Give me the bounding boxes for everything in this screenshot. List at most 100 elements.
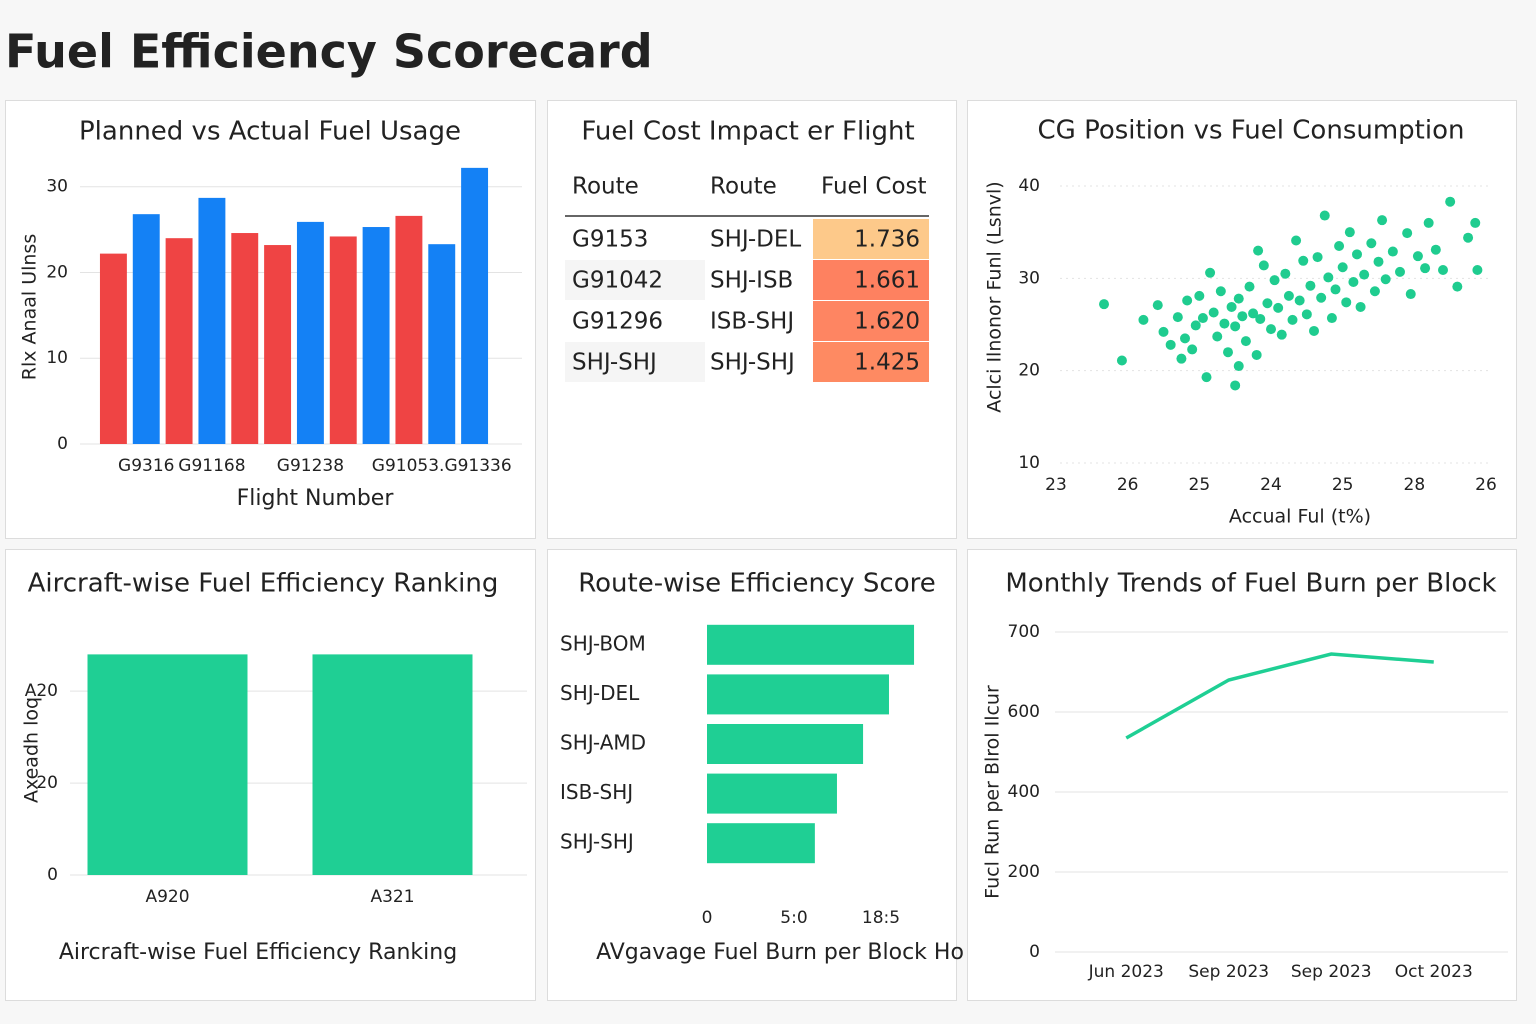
y-tick-label: 0: [47, 865, 58, 885]
x-tick-label: 24: [1260, 475, 1282, 495]
point: [1138, 314, 1149, 325]
bar: [165, 238, 193, 444]
x-axis-label: Aircraft-wise Fuel Efficiency Ranking: [59, 940, 457, 965]
point: [1258, 260, 1269, 271]
chart-title: Monthly Trends of Fuel Burn per Block: [1005, 569, 1496, 599]
y-tick-label: SHJ-DEL: [560, 681, 640, 705]
y-axis-label: Rlx Anaal Ulnss: [19, 234, 41, 380]
bar: [362, 227, 390, 444]
point: [1341, 297, 1352, 308]
point: [1301, 309, 1312, 320]
bar: [707, 674, 889, 715]
x-axis-label: Accual Ful (t%): [1229, 506, 1371, 528]
y-axis-label: Axeadh loq: [21, 697, 43, 803]
point: [1334, 241, 1345, 252]
point: [1283, 290, 1294, 301]
point: [1420, 263, 1431, 274]
point: [1344, 227, 1355, 238]
table-cell: 1.661: [854, 268, 920, 294]
point: [1373, 256, 1384, 267]
point: [1430, 244, 1441, 255]
point: [1251, 349, 1262, 360]
x-tick-label: Sep 2023: [1291, 962, 1372, 982]
chart-title: CG Position vs Fuel Consumption: [1038, 116, 1465, 146]
y-axis-label: Aclci Ilnonor Funl (Lsnvl): [984, 181, 1006, 412]
bar: [707, 823, 815, 864]
point: [1255, 313, 1266, 324]
point: [1212, 331, 1223, 342]
point: [1152, 300, 1163, 311]
point: [1233, 293, 1244, 304]
x-tick-label: 26: [1475, 475, 1497, 495]
panel: [967, 549, 1517, 1001]
x-tick-label: 26: [1117, 475, 1139, 495]
point: [1472, 265, 1483, 276]
point: [1438, 265, 1448, 276]
point: [1269, 275, 1280, 286]
point: [1423, 217, 1434, 228]
table-cell: ISB-SHJ: [710, 309, 794, 335]
table-cell: 1.736: [854, 227, 920, 253]
bar: [99, 253, 127, 444]
point: [1172, 312, 1183, 323]
page-title: Fuel Efficiency Scorecard: [5, 25, 653, 79]
point: [1405, 289, 1416, 300]
point: [1276, 329, 1287, 340]
table-header: Route: [710, 174, 777, 200]
point: [1205, 267, 1216, 278]
point: [1470, 217, 1481, 228]
x-tick-label: Jun 2023: [1088, 962, 1164, 982]
point: [1377, 215, 1388, 226]
point: [1240, 336, 1251, 347]
bar: [707, 624, 915, 665]
point: [1452, 281, 1463, 292]
point: [1402, 228, 1413, 239]
point: [1326, 313, 1337, 324]
point: [1197, 313, 1208, 324]
point: [1253, 245, 1264, 256]
point: [1099, 299, 1110, 310]
point: [1266, 324, 1276, 335]
point: [1187, 344, 1198, 355]
table-cell: G91296: [572, 309, 663, 335]
point: [1194, 290, 1205, 301]
chart-title: Planned vs Actual Fuel Usage: [79, 117, 461, 147]
point: [1366, 238, 1377, 249]
x-tick-label: A321: [370, 887, 414, 907]
y-tick-label: 30: [46, 177, 68, 197]
point: [1355, 301, 1366, 312]
y-tick-label: SHJ-SHJ: [560, 830, 634, 854]
x-axis-label: Flight Number: [237, 486, 395, 511]
bar: [428, 244, 456, 444]
x-tick-label: Oct 2023: [1395, 962, 1473, 982]
line: [1125, 652, 1434, 740]
point: [1387, 246, 1398, 257]
cost-cell: [813, 301, 929, 341]
y-tick-label: 40: [1018, 176, 1040, 196]
bar: [312, 654, 473, 875]
y-tick-label: 400: [1008, 782, 1040, 802]
point: [1262, 298, 1273, 309]
x-tick-label: 25: [1189, 475, 1211, 495]
y-tick-label: 20: [46, 262, 68, 282]
bar: [461, 167, 489, 445]
y-axis-label: Fucl Run per Blrol Ilcur: [982, 685, 1004, 899]
point: [1182, 295, 1193, 306]
point: [1248, 308, 1259, 319]
chart-title: Aircraft-wise Fuel Efficiency Ranking: [28, 569, 499, 599]
y-tick-label: 700: [1008, 622, 1040, 642]
point: [1180, 333, 1190, 344]
bar: [395, 215, 423, 444]
point: [1412, 251, 1423, 262]
y-tick-label: SHJ-AMD: [560, 731, 646, 755]
x-tick-label: 28: [1404, 475, 1426, 495]
point: [1352, 249, 1362, 260]
point: [1337, 262, 1348, 273]
table-cell: 1.620: [854, 309, 920, 335]
y-tick-label: 10: [1018, 453, 1040, 473]
y-tick-label: A20: [25, 681, 58, 701]
y-tick-label: 0: [57, 434, 68, 454]
bar: [231, 233, 259, 444]
